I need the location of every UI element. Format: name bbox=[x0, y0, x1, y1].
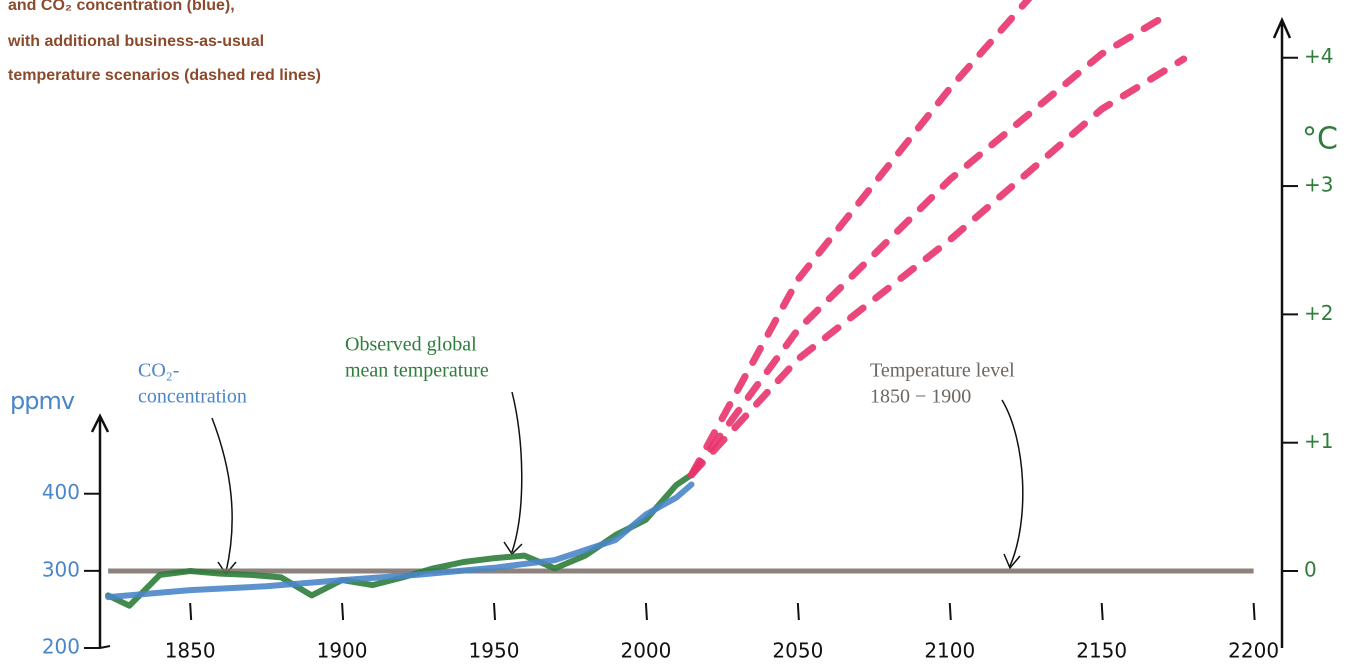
title-line: with additional business-as-usual bbox=[7, 33, 264, 50]
annotation-arrow bbox=[503, 391, 523, 556]
y-axis-label: ppmv bbox=[10, 387, 75, 415]
x-tick-label: 2050 bbox=[772, 639, 823, 663]
x-tick-label: 1900 bbox=[317, 639, 368, 663]
scenario-line bbox=[688, 55, 1188, 479]
y2-tick-label: +2 bbox=[1304, 301, 1333, 325]
x-tick bbox=[341, 602, 345, 621]
x-tick bbox=[189, 602, 193, 621]
x-tick bbox=[644, 602, 648, 621]
annotation: concentration bbox=[138, 386, 247, 408]
annotation: 1850 − 1900 bbox=[870, 386, 971, 408]
x-tick-label: 2200 bbox=[1228, 639, 1279, 663]
title-line: and CO₂ concentration (blue), bbox=[8, 0, 235, 14]
x-tick-label: 2000 bbox=[620, 639, 671, 663]
series-line bbox=[105, 471, 695, 609]
y-tick-label: 400 bbox=[42, 480, 80, 504]
x-tick-label: 1950 bbox=[469, 639, 520, 663]
x-tick bbox=[1252, 602, 1256, 621]
title-line: temperature scenarios (dashed red lines) bbox=[8, 67, 321, 84]
axis-foot bbox=[99, 645, 111, 649]
annotation: Observed global bbox=[345, 334, 477, 356]
title: and CO₂ concentration (blue), with addit… bbox=[7, 0, 321, 84]
y2-tick-label: +3 bbox=[1304, 173, 1333, 197]
right-axis bbox=[1272, 16, 1292, 648]
series-line bbox=[105, 481, 695, 601]
x-tick-label: 1850 bbox=[165, 639, 216, 663]
annotations: CO₂- concentration Observed global mean tem… bbox=[138, 334, 1015, 408]
x-tick-label: 2100 bbox=[924, 639, 975, 663]
y2-axis-label: °C bbox=[1302, 122, 1338, 157]
x-tick bbox=[796, 602, 800, 621]
left-axis bbox=[90, 413, 110, 648]
scenario-line bbox=[688, 10, 1172, 479]
y2-tick-label: +1 bbox=[1304, 429, 1333, 453]
scenario-line bbox=[688, 0, 1033, 479]
x-tick bbox=[948, 602, 952, 621]
annotation-arrow bbox=[1001, 399, 1024, 570]
x-tick bbox=[493, 602, 496, 621]
y-tick-label: 300 bbox=[42, 557, 80, 581]
y2-tick-label: +4 bbox=[1304, 44, 1333, 68]
x-tick-label: 2150 bbox=[1076, 639, 1127, 663]
x-tick bbox=[1100, 602, 1104, 621]
annotation: CO₂- bbox=[138, 360, 179, 382]
y-tick-label: 200 bbox=[42, 635, 80, 659]
annotation: Temperature level bbox=[870, 360, 1015, 382]
annotation: mean temperature bbox=[345, 360, 489, 382]
annotation-arrow bbox=[211, 417, 237, 576]
y2-tick-label: 0 bbox=[1304, 558, 1317, 582]
